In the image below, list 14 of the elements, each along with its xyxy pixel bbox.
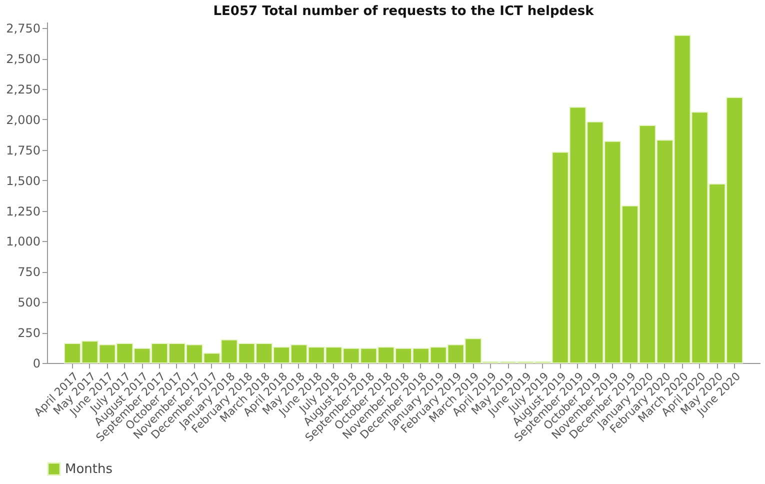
y-tick-label: 2,250 — [6, 82, 40, 96]
y-tick-label: 0 — [32, 356, 40, 370]
y-tick-label: 250 — [18, 326, 40, 340]
y-tick-label: 500 — [18, 296, 40, 310]
y-tick-label: 2,000 — [6, 112, 40, 127]
y-tick-label: 1,500 — [6, 174, 40, 188]
y-tick-label: 1,750 — [6, 143, 40, 158]
y-tick-label: 2,500 — [6, 52, 40, 66]
y-tick-label: 750 — [18, 265, 40, 280]
legend-label: Months — [65, 462, 113, 477]
y-tick-label: 1,000 — [6, 234, 40, 249]
y-tick-label: 2,750 — [6, 22, 40, 36]
chart-title: LE057 Total number of requests to the ICT helpdesk — [213, 4, 594, 19]
y-tick-label: 1,250 — [6, 204, 40, 218]
